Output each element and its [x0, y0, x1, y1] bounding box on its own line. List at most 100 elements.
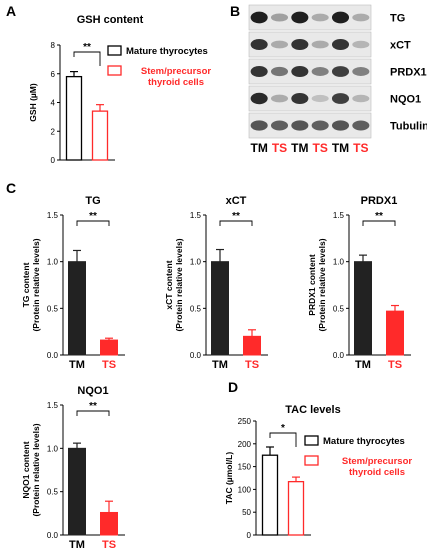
bar-series-2: [91, 110, 109, 161]
y-tick-label: 0.0: [47, 531, 59, 540]
y-tick-label: 6: [51, 70, 56, 79]
y-tick-label: 1.5: [47, 211, 59, 220]
y-axis-label-line: TG content: [21, 262, 31, 307]
legend-label-2: Stem/precursor thyroid cells: [342, 456, 413, 478]
significance-label: *: [281, 423, 285, 434]
legend-swatch-2: [304, 455, 319, 466]
blot-band: [250, 11, 268, 24]
blot-strip: [248, 85, 372, 112]
western-blot: TG xCT PRDX1 NQO1 Tubulin TM TS TM TS TM TS: [248, 4, 427, 155]
y-axis-label: TAC (µmol/L): [224, 452, 234, 505]
y-tick-label: 0.0: [47, 351, 59, 360]
blot-band: [352, 13, 370, 22]
blot-band: [291, 120, 309, 131]
bar-tm: [68, 261, 86, 356]
blot-lane-label: TM: [251, 141, 268, 155]
bar-series-1: [65, 75, 83, 161]
blot-protein-label: xCT: [390, 40, 411, 52]
y-tick-label: 0.0: [190, 351, 202, 360]
y-tick-label: 2: [51, 127, 56, 136]
bar-tm: [211, 261, 229, 356]
blot-band: [291, 38, 309, 51]
blot-band: [311, 94, 329, 103]
significance-label: **: [83, 42, 91, 53]
y-tick-label: 0.0: [333, 351, 345, 360]
chart-gsh-content: GSH content 0 2 4 6 8 GSH (µM) ** Mature thyrocy…: [28, 14, 211, 165]
blot-band: [311, 13, 329, 22]
y-tick-label: 4: [51, 99, 56, 108]
blot-band: [352, 40, 370, 49]
panel-letter-b: B: [230, 3, 240, 19]
significance-bracket: [269, 432, 297, 447]
bar-ts: [386, 310, 404, 356]
blot-band: [291, 11, 309, 24]
blot-lane-label: TS: [353, 141, 368, 155]
blot-protein-label: Tubulin: [390, 121, 427, 133]
chart-prdx1: PRDX1 0.0 0.5 1.0 1.5 PRDX1 content(Protein r…: [307, 195, 411, 371]
blot-band: [250, 92, 268, 105]
panel-letter-d: D: [228, 379, 238, 395]
legend-label-line: thyroid cells: [349, 467, 405, 478]
legend-label-line: Stem/precursor: [141, 66, 212, 77]
legend-swatch-2: [107, 65, 122, 76]
bar-ts: [100, 339, 118, 356]
legend-label-2: Stem/precursor thyroid cells: [141, 66, 212, 88]
chart-xct: xCT 0.0 0.5 1.0 1.5 xCT content(Protein relat…: [164, 195, 268, 371]
significance-bracket: [73, 51, 101, 66]
category-label-ts: TS: [245, 359, 259, 371]
blot-band: [270, 94, 289, 103]
chart-tac-levels: TAC levels 0 50 100 150 200 250 TAC (µmol/L) * Ma…: [224, 404, 412, 540]
y-axis-label-line: (Protein relative levels): [317, 238, 327, 331]
panel-letter-a: A: [6, 3, 16, 19]
y-tick-label: 150: [238, 463, 252, 472]
panel-letter-c: C: [6, 180, 16, 196]
significance-label: **: [89, 211, 97, 222]
blot-protein-label: TG: [390, 13, 405, 25]
y-axis-label-line: PRDX1 content: [307, 254, 317, 316]
significance-label: **: [232, 211, 240, 222]
category-label-tm: TM: [355, 359, 371, 371]
y-tick-label: 1.5: [190, 211, 202, 220]
bar-tm: [354, 261, 372, 356]
chart-title: NQO1: [77, 385, 108, 397]
blot-band: [270, 13, 289, 22]
blot-protein-label: PRDX1: [390, 67, 427, 79]
blot-band: [331, 11, 350, 24]
category-label-ts: TS: [388, 359, 402, 371]
chart-title: PRDX1: [361, 195, 398, 207]
blot-lane-label: TS: [272, 141, 287, 155]
y-axis-label: PRDX1 content(Protein relative levels): [307, 238, 327, 331]
y-tick-label: 1.5: [333, 211, 345, 220]
blot-band: [250, 38, 268, 51]
blot-lane-label: TM: [332, 141, 349, 155]
y-tick-label: 0: [247, 531, 252, 540]
bar-ts: [243, 335, 261, 356]
y-tick-label: 1.0: [47, 444, 59, 453]
y-axis-label-line: NQO1 content: [21, 441, 31, 498]
category-label-tm: TM: [212, 359, 228, 371]
blot-strip: [248, 31, 372, 58]
blot-band: [352, 120, 370, 131]
chart-title: xCT: [226, 195, 247, 207]
blot-protein-label: NQO1: [390, 94, 421, 106]
blot-band: [270, 120, 289, 131]
legend-label-line: Stem/precursor: [342, 456, 413, 467]
blot-band: [331, 66, 350, 77]
y-axis-label: xCT content(Protein relative levels): [164, 238, 184, 331]
chart-tg: TG 0.0 0.5 1.0 1.5 TG content(Protein relativ…: [21, 195, 125, 371]
blot-band: [291, 92, 309, 105]
y-tick-label: 1.5: [47, 401, 59, 410]
legend-swatch-1: [107, 45, 122, 56]
blot-strip: [248, 4, 372, 31]
significance-label: **: [375, 211, 383, 222]
blot-band: [352, 94, 370, 103]
blot-band: [331, 120, 350, 131]
y-tick-label: 1.0: [190, 258, 202, 267]
legend-label-line: thyroid cells: [148, 77, 204, 88]
blot-band: [250, 65, 268, 78]
legend-label-1: Mature thyrocytes: [323, 436, 405, 447]
blot-band: [270, 40, 289, 49]
bar-series-2: [287, 480, 305, 536]
y-tick-label: 1.0: [47, 258, 59, 267]
